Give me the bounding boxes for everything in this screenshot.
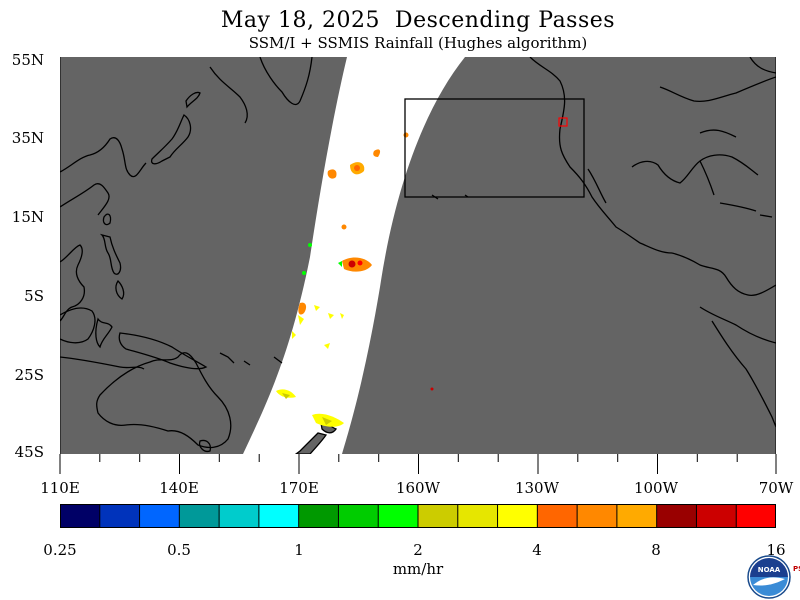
colorbar-label: 4	[532, 541, 542, 559]
satellite-swath	[243, 57, 465, 454]
colorbar-label: 0.25	[43, 541, 77, 559]
lat-label-55n: 55N	[11, 51, 44, 69]
lon-label-130w: 130W	[514, 479, 560, 497]
lat-label-35n: 35N	[11, 129, 44, 147]
colorbar-segment	[219, 504, 260, 528]
colorbar-segment	[457, 504, 499, 528]
colorbar-segment	[298, 504, 339, 528]
lon-label-70w: 70W	[758, 479, 794, 497]
colorbar-segment	[577, 504, 618, 528]
colorbar-border	[60, 504, 776, 528]
lon-tick-marks	[59, 454, 777, 474]
lat-label-25s: 25S	[14, 366, 44, 384]
psl-mark: PSL	[793, 565, 800, 573]
colorbar-segment	[497, 504, 538, 528]
colorbar-label: 0.5	[167, 541, 191, 559]
colorbar	[60, 504, 777, 528]
lon-label-160w: 160W	[395, 479, 441, 497]
coastlines	[60, 57, 776, 454]
map-title: May 18, 2025 Descending Passes	[220, 8, 616, 33]
colorbar-segment	[338, 504, 379, 528]
map-subtitle: SSM/I + SSMIS Rainfall (Hughes algorithm…	[248, 34, 588, 52]
location-marker	[558, 117, 568, 127]
lon-label-140e: 140E	[159, 479, 199, 497]
region-box	[404, 98, 585, 198]
noaa-logo-text: NOAA	[758, 566, 781, 574]
colorbar-segment	[418, 504, 459, 528]
lat-label-45s: 45S	[14, 443, 44, 461]
colorbar-segment	[537, 504, 578, 528]
lat-label-15n: 15N	[11, 208, 44, 226]
colorbar-segment	[139, 504, 180, 528]
noaa-logo: NOAA	[747, 555, 791, 599]
colorbar-label: 16	[766, 541, 786, 559]
colorbar-segment	[60, 504, 101, 528]
colorbar-label: 2	[413, 541, 423, 559]
colorbar-segment	[656, 504, 697, 528]
colorbar-segment	[696, 504, 737, 528]
colorbar-label: 1	[294, 541, 304, 559]
rainfall-map	[60, 57, 776, 454]
lon-label-170e: 170E	[279, 479, 319, 497]
lat-label-5s: 5S	[24, 287, 44, 305]
colorbar-segment	[736, 504, 777, 528]
colorbar-segment	[378, 504, 419, 528]
colorbar-segment	[258, 504, 300, 528]
colorbar-units: mm/hr	[392, 560, 444, 578]
colorbar-segment	[179, 504, 220, 528]
colorbar-label: 8	[651, 541, 661, 559]
colorbar-segment	[99, 504, 141, 528]
lon-label-100w: 100W	[633, 479, 679, 497]
lon-label-110e: 110E	[40, 479, 80, 497]
colorbar-segment	[616, 504, 658, 528]
